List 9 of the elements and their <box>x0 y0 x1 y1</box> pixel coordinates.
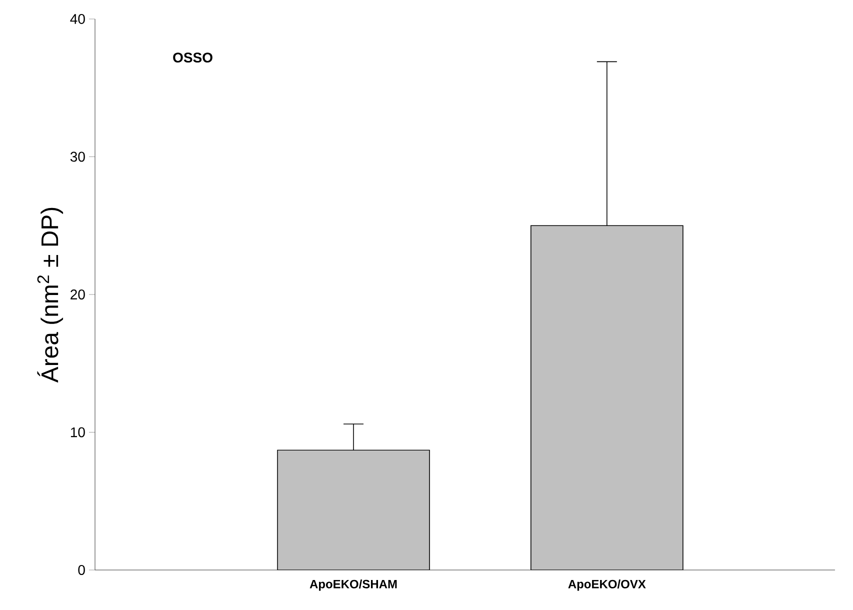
x-tick-label: ApoEKO/SHAM <box>310 580 397 591</box>
y-tick-label: 10 <box>70 427 85 438</box>
x-tick-label: ApoEKO/OVX <box>568 580 646 591</box>
y-tick-label: 40 <box>70 14 85 24</box>
annotation: OSSO <box>173 52 212 63</box>
y-tick-label: 0 <box>78 565 85 575</box>
y-tick-label: 30 <box>70 152 85 162</box>
y-tick-label: 20 <box>70 290 85 300</box>
y-axis-title: Área (nm$^{2}$ ± DP) <box>37 208 64 383</box>
